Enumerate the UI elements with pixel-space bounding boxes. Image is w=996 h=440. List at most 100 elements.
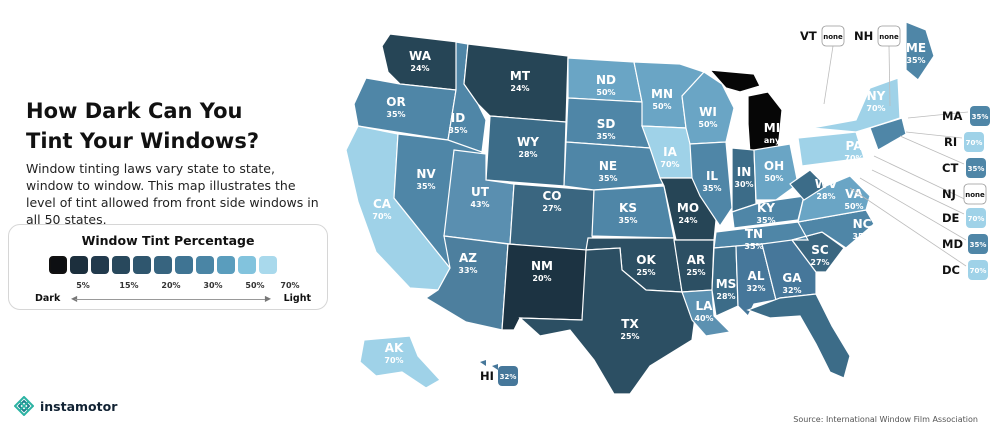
state-code: AL <box>748 269 765 283</box>
state-code: MN <box>651 87 673 101</box>
state-percentage: any <box>764 136 781 145</box>
state-code: AR <box>687 253 706 267</box>
state-percentage: 70% <box>866 104 885 113</box>
callout-percentage: 70% <box>968 215 985 223</box>
callout-ma: MA 35% <box>907 106 990 126</box>
state-ne <box>563 141 665 191</box>
state-code: MO <box>677 201 699 215</box>
state-shape <box>753 143 799 201</box>
callout-swatch <box>970 106 990 126</box>
state-percentage: 35% <box>596 132 615 141</box>
state-percentage: 43% <box>470 200 489 209</box>
callout-leader-line <box>905 131 963 139</box>
state-percentage: 35% <box>702 184 721 193</box>
callout-nj: NJ none <box>873 155 987 205</box>
callout-ri: RI 70% <box>905 131 984 152</box>
state-oh <box>753 143 799 201</box>
legend: Window Tint Percentage 5% 15% 20% 30% 50… <box>8 224 328 310</box>
state-percentage: 24% <box>678 216 697 225</box>
state-code: MI <box>764 121 780 135</box>
state-code: MT <box>510 69 531 83</box>
brand-name: instamotor <box>40 398 118 414</box>
state-code: WI <box>699 105 717 119</box>
legend-swatch <box>91 256 109 274</box>
legend-swatch <box>238 256 256 274</box>
state-percentage: 50% <box>764 174 783 183</box>
callout-leader-line <box>907 111 969 119</box>
callout-leader-line <box>849 187 967 267</box>
state-code: OK <box>636 253 656 267</box>
callout-percentage: 70% <box>970 267 987 275</box>
callout-de: DE 70% <box>871 169 986 228</box>
callout-code: RI <box>944 135 957 149</box>
state-shape <box>689 141 733 228</box>
state-code: NM <box>531 259 553 273</box>
callout-ct: CT 35% <box>899 135 986 178</box>
callout-vt: VT none <box>800 25 845 105</box>
state-shape <box>905 21 935 81</box>
state-code: VA <box>845 187 863 201</box>
state-percentage: 33% <box>458 266 477 275</box>
legend-tick: 15% <box>119 281 139 290</box>
callout-swatch <box>877 25 901 47</box>
callout-leader-line <box>823 45 834 105</box>
callout-leader-line <box>899 135 965 165</box>
callout-code: DC <box>942 263 960 277</box>
state-percentage: 25% <box>620 332 639 341</box>
state-shape <box>518 247 697 395</box>
brand: instamotor <box>14 395 117 417</box>
state-shape <box>746 293 851 379</box>
state-shape <box>797 131 865 167</box>
callout-swatch <box>966 158 986 178</box>
state-code: NV <box>416 167 436 181</box>
arrow-left-icon: ◀ <box>71 294 77 303</box>
callout-leader-line <box>888 45 891 107</box>
callout-code: NH <box>854 29 873 43</box>
legend-swatch <box>133 256 151 274</box>
state-percentage: 40% <box>694 314 713 323</box>
callout-percentage: 32% <box>500 373 517 381</box>
callout-code: CT <box>942 161 958 175</box>
callout-leader-line <box>859 177 967 241</box>
callout-leader-line <box>871 169 965 215</box>
state-code: GA <box>782 271 802 285</box>
state-code: WA <box>409 49 432 63</box>
state-ny <box>811 77 901 133</box>
state-percentage: 35% <box>448 126 467 135</box>
state-shape <box>711 245 739 317</box>
state-percentage: 35% <box>598 174 617 183</box>
legend-scale: Dark ◀ ▶ Light <box>35 293 311 307</box>
callout-code: DE <box>942 211 960 225</box>
state-me <box>905 21 935 81</box>
legend-swatches <box>47 256 307 276</box>
state-fl <box>746 293 851 379</box>
state-percentage: 28% <box>844 338 863 347</box>
state-code: FL <box>846 323 862 337</box>
legend-swatch <box>70 256 88 274</box>
state-pa <box>797 131 865 167</box>
state-percentage: 35% <box>906 56 925 65</box>
callout-swatch <box>968 234 988 254</box>
state-code: IN <box>737 165 752 179</box>
state-code: UT <box>471 185 490 199</box>
page-title-line-2: Tint Your Windows? <box>26 129 259 153</box>
legend-swatch <box>196 256 214 274</box>
